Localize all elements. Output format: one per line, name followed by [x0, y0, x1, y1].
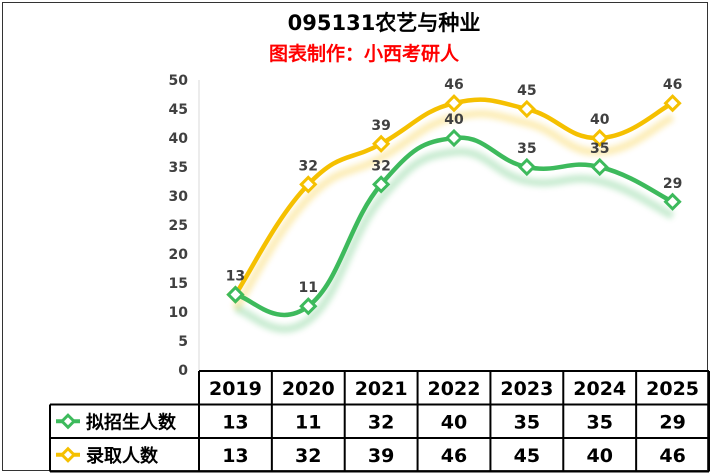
- series-line: [233, 97, 675, 297]
- data-table: 2019 2020 2021 2022 2023 2024 2025 拟招生人数 13 11 32 4…: [49, 370, 710, 473]
- y-tick-label: 20: [169, 247, 189, 263]
- table-cell: 35: [586, 411, 612, 433]
- y-tick-label: 15: [169, 276, 188, 292]
- data-point: [299, 175, 318, 194]
- data-label: 11: [299, 280, 318, 296]
- table-cell: 39: [368, 445, 394, 467]
- legend-marker: [59, 413, 77, 430]
- table-cell: 29: [659, 411, 685, 433]
- data-label: 40: [444, 112, 464, 128]
- data-point: [590, 128, 609, 148]
- data-label: 32: [299, 158, 318, 174]
- data-point: [372, 134, 391, 153]
- table-cell: 40: [441, 411, 467, 433]
- x-tick-label: 2022: [428, 378, 481, 400]
- legend-marker: [59, 446, 77, 463]
- y-tick-label: 5: [178, 334, 188, 350]
- data-label: 39: [371, 118, 390, 134]
- x-tick-label: 2025: [646, 378, 699, 400]
- data-label: 40: [590, 112, 610, 128]
- chart-title: 095131农艺与种业: [288, 11, 481, 35]
- data-point: [517, 99, 536, 119]
- table-cell: 46: [441, 445, 467, 467]
- table-cell: 32: [368, 411, 394, 433]
- table-cell: 32: [295, 445, 321, 467]
- data-point: [226, 285, 245, 304]
- x-tick-label: 2023: [500, 378, 553, 400]
- table-cell: 13: [222, 411, 248, 433]
- table-cell: 46: [659, 445, 685, 467]
- y-tick-label: 35: [169, 160, 188, 176]
- series-markers: [226, 94, 682, 316]
- table-cell: 35: [514, 411, 540, 433]
- data-label: 35: [590, 141, 609, 157]
- y-tick-label: 10: [169, 305, 189, 321]
- y-axis: 0 5 10 15 20 25 30 35 40 45 50: [169, 73, 200, 379]
- table-cell: 11: [295, 411, 321, 433]
- y-tick-label: 45: [169, 102, 188, 118]
- y-tick-label: 50: [169, 73, 189, 89]
- series-shadow: [232, 109, 675, 311]
- data-point: [444, 128, 464, 148]
- data-point: [372, 175, 391, 194]
- data-label: 32: [371, 158, 390, 174]
- data-label: 45: [517, 83, 536, 99]
- chart-subtitle: 图表制作：小西考研人: [269, 42, 460, 65]
- data-point: [444, 94, 464, 113]
- data-label: 35: [517, 141, 536, 157]
- y-tick-label: 30: [169, 189, 189, 205]
- table-cell: 45: [514, 445, 540, 467]
- legend-label: 录取人数: [86, 445, 159, 467]
- data-point: [663, 192, 682, 211]
- data-point: [590, 157, 609, 177]
- data-labels: 11 32 40 35 35 29 13 32 39 46 45 40 46: [226, 77, 683, 296]
- y-tick-label: 0: [178, 363, 188, 379]
- data-point: [517, 157, 536, 177]
- data-point: [663, 94, 682, 113]
- x-tick-label: 2019: [209, 378, 262, 400]
- data-label: 13: [226, 269, 245, 285]
- y-tick-label: 40: [169, 131, 189, 147]
- data-point: [299, 297, 318, 316]
- data-label: 46: [444, 77, 463, 93]
- table-cell: 40: [586, 445, 612, 467]
- series-shadows: [232, 109, 675, 333]
- x-tick-label: 2024: [573, 378, 626, 400]
- y-tick-label: 25: [169, 218, 188, 234]
- x-tick-label: 2020: [282, 378, 335, 400]
- x-tick-label: 2021: [355, 378, 408, 400]
- data-label: 29: [663, 176, 682, 192]
- legend-label: 拟招生人数: [86, 411, 177, 433]
- data-label: 46: [663, 77, 682, 93]
- table-cell: 13: [222, 445, 248, 467]
- series-shadow: [234, 147, 675, 333]
